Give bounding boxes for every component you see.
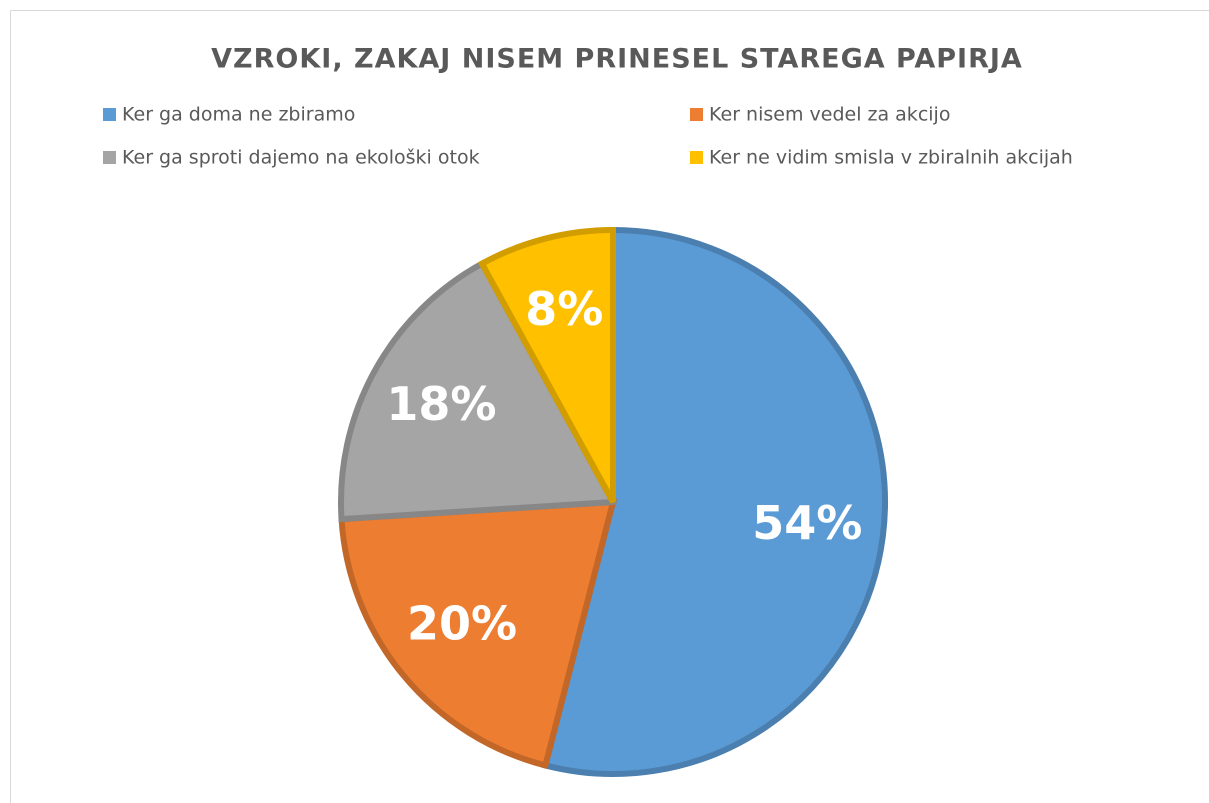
chart-title: VZROKI, ZAKAJ NISEM PRINESEL STAREGA PAP… — [211, 44, 1023, 75]
pie-slice — [338, 498, 617, 770]
legend-swatch — [103, 108, 116, 121]
data-label: 20% — [407, 596, 517, 650]
legend-swatch — [690, 108, 703, 121]
legend-label: Ker ga doma ne zbiramo — [122, 104, 355, 126]
legend-label: Ker nisem vedel za akcijo — [709, 104, 950, 126]
legend-swatch — [690, 151, 703, 164]
data-label: 8% — [525, 282, 603, 336]
data-label: 18% — [386, 377, 496, 431]
legend-swatch — [103, 151, 116, 164]
legend-label: Ker ga sproti dajemo na ekološki otok — [122, 147, 480, 169]
pie-slice — [541, 226, 888, 777]
pie-slice — [338, 259, 618, 523]
data-label: 54% — [752, 496, 862, 550]
pie-slice — [477, 226, 616, 504]
legend-label: Ker ne vidim smisla v zbiralnih akcijah — [709, 147, 1073, 169]
